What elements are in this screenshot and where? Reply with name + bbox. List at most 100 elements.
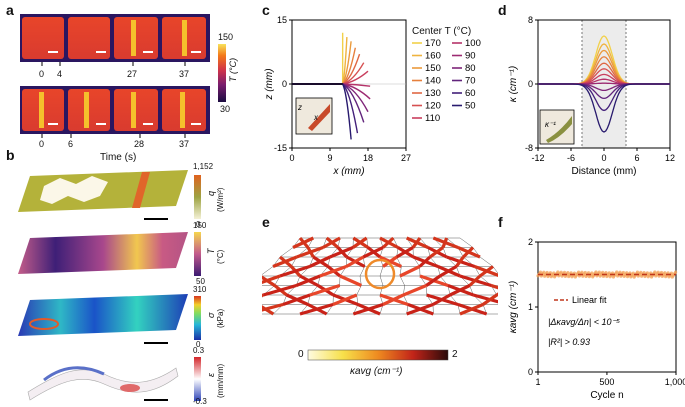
b-eps-unit: (mm/mm): [216, 363, 225, 398]
e-active-strut: [308, 255, 331, 268]
e-active-strut: [441, 237, 449, 249]
c-legend-label: 130: [425, 88, 441, 99]
e-active-strut: [490, 283, 498, 290]
f-data-point: [645, 271, 650, 275]
c-series-line: [292, 32, 344, 85]
a-row2-tick-1: 6: [68, 139, 74, 149]
e-active-strut: [482, 293, 498, 306]
d-ylabel: κ (cm⁻¹): [508, 66, 519, 102]
f-data-point: [559, 270, 563, 274]
c-ytick-label: 0: [282, 79, 287, 89]
c-inset-strip: [308, 104, 330, 131]
e-active-strut: [425, 274, 441, 287]
f-data-point: [590, 271, 594, 275]
b-colorbar-T: [194, 232, 201, 276]
e-active-strut: [262, 293, 264, 298]
c-legend-label: 90: [465, 51, 476, 62]
e-lattice-edge: [399, 275, 405, 286]
b-sigma-max: 310: [193, 285, 207, 294]
f-annot-slope: |Δκavg/Δn| < 10⁻⁵: [548, 317, 620, 327]
b-T-min: 50: [196, 277, 205, 286]
f-data-point: [548, 271, 553, 275]
e-active-strut: [329, 246, 354, 259]
e-active-strut: [295, 274, 321, 287]
f-data-point: [659, 270, 664, 275]
a-time-label: Time (s): [100, 152, 137, 163]
e-active-strut: [319, 264, 347, 278]
eps-strain-plate: [27, 367, 179, 401]
d-inset-strip: [546, 116, 572, 143]
a-row1-tick-2: 27: [127, 69, 138, 79]
e-active-strut: [468, 274, 482, 287]
b-eps-min: -0.3: [193, 397, 207, 406]
c-ytick-label: -15: [274, 143, 287, 153]
panel-a-colorbar: [218, 44, 226, 102]
b-sigma-label: σ: [206, 312, 216, 318]
f-data-point: [618, 270, 622, 274]
a-cb-min: 30: [220, 104, 231, 114]
f-data-point: [666, 271, 670, 275]
c-xtick-label: 9: [327, 153, 332, 163]
a-cb-max: 150: [218, 32, 234, 42]
f-xtick-label: 500: [599, 377, 614, 387]
f-data-point: [566, 271, 570, 275]
f-legend-label: Linear fit: [572, 295, 607, 305]
b-q-min: 0: [196, 220, 201, 229]
d-xtick-label: 6: [634, 153, 639, 163]
f-xtick-label: 1: [535, 377, 540, 387]
e-active-strut: [292, 236, 315, 249]
sigma-stress-plate: [18, 294, 188, 336]
e-active-strut: [429, 246, 444, 259]
f-data-point: [569, 271, 573, 275]
e-active-strut: [449, 284, 471, 297]
f-data-point: [656, 270, 660, 274]
e-active-strut: [411, 237, 422, 249]
c-series-line: [292, 37, 348, 85]
d-inset-label: κ⁻¹: [545, 120, 556, 129]
f-xlabel: Cycle n: [590, 390, 623, 401]
d-xtick-label: -12: [531, 153, 544, 163]
c-legend-label: 140: [425, 76, 441, 87]
e-active-strut: [399, 265, 421, 278]
e-active-strut: [381, 236, 395, 249]
panel-label-a: a: [6, 2, 14, 18]
e-active-strut: [322, 236, 341, 249]
f-data-point: [542, 270, 546, 274]
panel-a-figure: [20, 14, 226, 138]
panel-d-chart: -12 -6 0 6 12 8 0 -8 Distance (mm) κ (cm⁻¹) κ⁻¹: [508, 15, 675, 177]
f-data-point: [663, 271, 667, 275]
e-cb-max: 2: [452, 349, 458, 360]
f-data-point: [673, 270, 678, 274]
e-active-strut: [406, 302, 434, 316]
e-active-strut: [272, 255, 298, 268]
e-active-strut: [262, 274, 281, 285]
b-sigma-unit: (kPa): [216, 308, 225, 328]
f-ytick-label: 0: [528, 367, 533, 377]
f-data-point: [604, 270, 608, 275]
b-T-label: T: [206, 248, 216, 255]
e-active-strut: [309, 283, 341, 297]
e-active-strut: [382, 255, 398, 268]
c-legend-label: 170: [425, 38, 441, 49]
b-scalebar-1: [144, 218, 168, 220]
T-temperature-plate: [18, 232, 188, 274]
e-active-strut: [279, 264, 311, 278]
b-T-unit: (°C): [216, 249, 225, 264]
panel-label-d: d: [498, 2, 507, 18]
f-data-point: [586, 271, 591, 275]
d-xlabel: Distance (mm): [571, 166, 636, 177]
f-data-point: [621, 270, 625, 275]
c-inset-x: x: [313, 113, 319, 122]
e-active-strut: [455, 256, 465, 268]
b-q-label: q: [206, 190, 216, 196]
panel-b-figure: [18, 170, 201, 401]
f-data-point: [545, 270, 549, 275]
e-active-strut: [299, 302, 334, 316]
f-data-point: [577, 270, 581, 274]
e-active-strut: [462, 246, 475, 259]
b-scalebar-3: [144, 399, 168, 401]
b-q-unit: (W/m²): [216, 187, 225, 212]
panel-label-b: b: [6, 147, 15, 163]
c-legend-label: 80: [465, 63, 476, 74]
